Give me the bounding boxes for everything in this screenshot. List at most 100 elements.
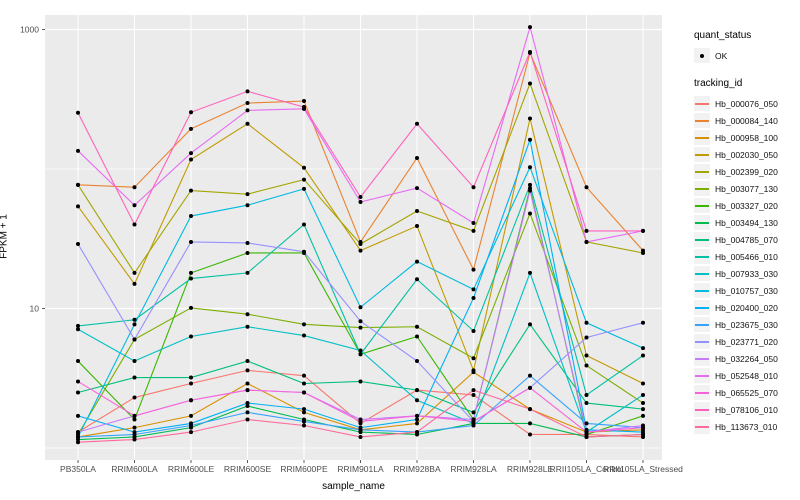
legend-line-swatch <box>695 221 709 224</box>
data-point <box>302 222 306 227</box>
data-point <box>76 327 80 332</box>
legend-item-label: Hb_000958_100 <box>715 132 778 143</box>
data-point <box>528 81 532 86</box>
data-point <box>132 359 137 364</box>
data-point <box>76 434 80 439</box>
legend-item-label: Hb_003077_130 <box>715 183 778 194</box>
data-point <box>132 425 137 430</box>
data-point <box>415 155 419 160</box>
data-point <box>415 388 419 393</box>
data-point <box>415 417 419 422</box>
legend-item-ok: OK <box>694 47 800 64</box>
data-point <box>302 390 306 395</box>
data-point <box>189 157 193 162</box>
data-point <box>245 121 250 126</box>
x-tick-label: RRIM928LA <box>450 464 497 474</box>
legend-item-label: Hb_113673_010 <box>715 421 778 432</box>
data-point <box>76 379 80 384</box>
data-point <box>132 222 137 227</box>
data-point <box>358 419 363 424</box>
data-point <box>641 320 645 325</box>
data-point <box>415 259 419 264</box>
data-point <box>245 250 250 255</box>
legend-item: Hb_004785_070 <box>694 231 800 248</box>
data-point <box>358 348 363 353</box>
data-point <box>132 432 137 437</box>
legend-key <box>694 232 710 247</box>
legend-item-label: Hb_023675_030 <box>715 319 778 330</box>
data-point <box>415 334 419 339</box>
data-point <box>245 368 250 373</box>
x-tick-label: RRII105LA_Control <box>550 464 624 474</box>
data-point <box>189 239 193 244</box>
data-point <box>189 276 193 281</box>
data-point <box>76 413 80 418</box>
data-point <box>189 188 193 193</box>
data-point <box>358 200 363 205</box>
legend-line-swatch <box>695 289 709 292</box>
legend-item-label: Hb_002030_050 <box>715 149 778 160</box>
x-tick-label: RRII105LA_Stressed <box>603 464 683 474</box>
legend-item: Hb_020400_020 <box>694 299 800 316</box>
data-point <box>358 427 363 432</box>
data-point <box>189 110 193 115</box>
data-point <box>302 333 306 338</box>
data-point <box>245 270 250 275</box>
legend: quant_status OK tracking_id Hb_000076_05… <box>694 30 800 435</box>
legend-key <box>694 181 710 196</box>
legend-item-label: Hb_003494_130 <box>715 217 778 228</box>
legend-key <box>694 334 710 349</box>
data-point <box>302 423 306 428</box>
data-point <box>189 305 193 310</box>
data-point <box>641 432 645 437</box>
x-tick-label: RRIM600SE <box>224 464 272 474</box>
data-point <box>245 324 250 329</box>
data-point <box>245 388 250 393</box>
data-point <box>189 381 193 386</box>
data-point <box>189 375 193 380</box>
legend-line-swatch <box>695 170 709 173</box>
data-point <box>471 287 476 292</box>
legend-line-swatch <box>695 272 709 275</box>
data-point <box>245 417 250 422</box>
data-point <box>189 214 193 219</box>
data-point <box>584 320 589 325</box>
data-point <box>358 379 363 384</box>
legend-line-swatch <box>695 391 709 394</box>
data-point <box>415 413 419 418</box>
data-point <box>245 203 250 208</box>
legend-item-label: Hb_003327_020 <box>715 200 778 211</box>
data-point <box>641 228 645 233</box>
legend-line-swatch <box>695 136 709 139</box>
data-point <box>189 430 193 435</box>
data-point <box>528 137 532 142</box>
data-point <box>76 359 80 364</box>
data-point <box>302 322 306 327</box>
legend-line-swatch <box>695 374 709 377</box>
legend-line-swatch <box>695 255 709 258</box>
data-point <box>641 401 645 406</box>
data-point <box>132 281 137 286</box>
legend-item: Hb_003077_130 <box>694 180 800 197</box>
data-point <box>189 334 193 339</box>
data-point <box>302 165 306 170</box>
legend-key <box>694 402 710 417</box>
data-point <box>471 356 476 361</box>
data-point <box>132 203 137 208</box>
data-point <box>76 323 80 328</box>
data-point <box>584 228 589 233</box>
data-point <box>471 328 476 333</box>
legend-line-swatch <box>695 340 709 343</box>
data-point <box>302 186 306 191</box>
legend-key <box>694 368 710 383</box>
data-point <box>358 325 363 330</box>
legend-line-swatch <box>695 306 709 309</box>
legend-line-swatch <box>695 238 709 241</box>
legend-item: Hb_010757_030 <box>694 282 800 299</box>
legend-item-label: Hb_065525_070 <box>715 387 778 398</box>
data-point <box>641 392 645 397</box>
data-point <box>584 353 589 358</box>
legend-item: Hb_023771_020 <box>694 333 800 350</box>
legend-tracking-id-items: Hb_000076_050 Hb_000084_140 Hb_000958_100 H… <box>694 95 800 435</box>
legend-item: Hb_005466_010 <box>694 248 800 265</box>
